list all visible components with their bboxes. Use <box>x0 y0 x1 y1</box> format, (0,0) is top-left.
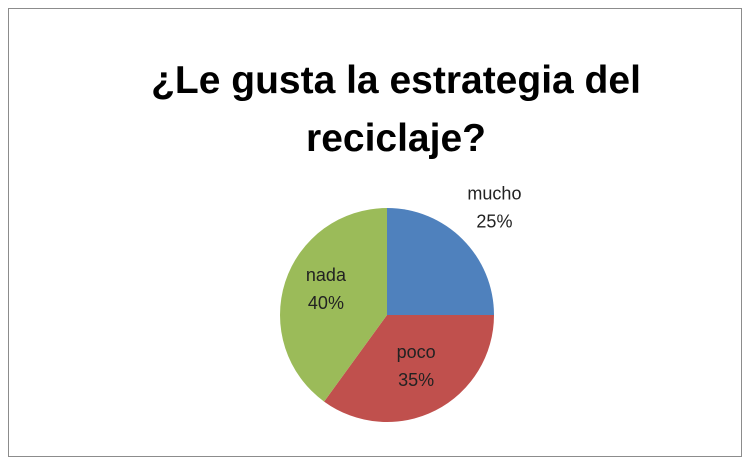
slice-label: mucho <box>467 183 521 203</box>
slice-value-label: 35% <box>398 370 434 390</box>
pie-slice <box>280 208 387 402</box>
slice-label: nada <box>306 265 347 285</box>
slice-label: poco <box>397 342 436 362</box>
slice-value-label: 40% <box>308 293 344 313</box>
slice-value-label: 25% <box>476 211 512 231</box>
pie-slice <box>324 315 494 422</box>
chart-title: ¿Le gusta la estrategia del reciclaje? <box>151 59 641 160</box>
pie-slice <box>387 208 494 315</box>
